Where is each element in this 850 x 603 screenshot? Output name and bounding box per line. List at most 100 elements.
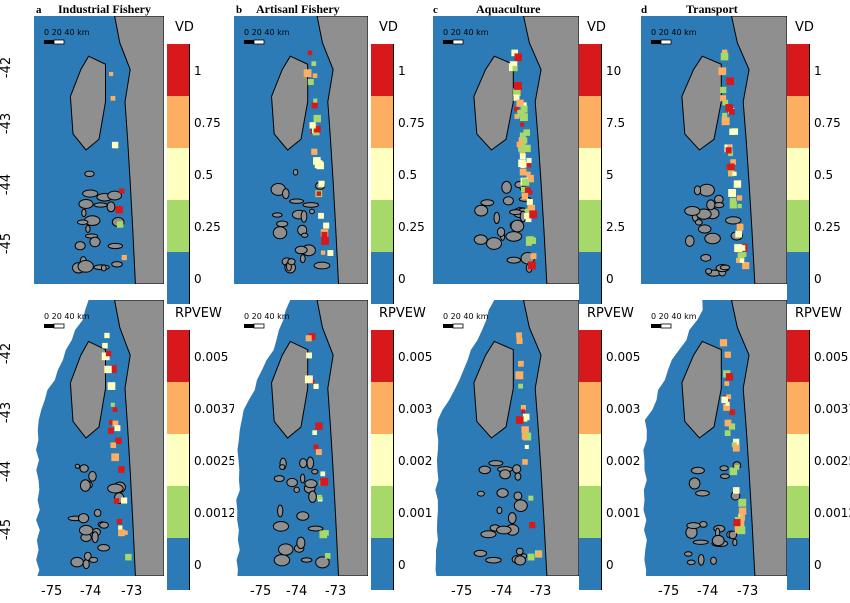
mainland-shape	[316, 300, 368, 576]
small-island	[692, 539, 709, 545]
small-island	[304, 479, 318, 489]
x-axis-label: -74	[491, 584, 513, 599]
density-cell	[323, 222, 330, 229]
legend-tick-label: 1	[398, 64, 406, 78]
density-cell	[525, 236, 532, 243]
small-island	[478, 465, 492, 475]
legend-color-swatch	[167, 330, 189, 382]
density-cell	[722, 112, 728, 119]
legend-rail	[809, 330, 810, 590]
y-axis-label: -43	[0, 401, 15, 424]
density-cell	[525, 216, 532, 223]
legend-title: RPVEW	[175, 306, 222, 321]
legend-color-swatch	[579, 96, 601, 148]
density-cell	[524, 212, 530, 219]
scale-bar-white	[53, 39, 65, 45]
small-island	[272, 520, 290, 532]
small-island	[512, 464, 522, 474]
density-cell	[119, 188, 125, 194]
mainland-shape	[731, 300, 787, 576]
scale-bar-black	[651, 40, 661, 44]
small-island	[710, 556, 717, 565]
density-cell	[729, 197, 737, 205]
density-cell	[732, 171, 737, 176]
y-axis-label: -44	[0, 173, 15, 196]
small-island	[299, 254, 306, 264]
small-island	[501, 180, 512, 194]
density-cell	[107, 382, 116, 390]
density-cell	[517, 100, 522, 105]
small-island	[111, 261, 123, 268]
density-cell	[733, 519, 741, 527]
legend-color-swatch	[787, 96, 809, 148]
legend-tick-label: 0.25	[194, 220, 221, 234]
density-cell	[729, 409, 736, 416]
density-cell	[320, 477, 329, 486]
x-axis-label: -74	[80, 584, 102, 599]
density-cell	[313, 157, 321, 165]
density-cell	[105, 350, 112, 357]
small-island	[485, 556, 502, 564]
legend-color-swatch	[371, 148, 393, 200]
density-cell	[109, 71, 114, 77]
density-cell	[739, 258, 745, 263]
map-svg	[651, 16, 787, 284]
density-cell	[735, 230, 743, 238]
density-cell	[512, 66, 518, 72]
small-island	[688, 477, 701, 490]
legend-title: RPVEW	[795, 306, 842, 321]
legend-tick-label: 0	[194, 272, 202, 286]
small-island	[299, 473, 306, 484]
scale-bar-label: 0 20 40 km	[244, 312, 290, 321]
density-cell	[516, 141, 523, 148]
legend-tick-label: 0.25	[814, 220, 841, 234]
density-cell	[736, 257, 742, 263]
small-island	[308, 490, 317, 503]
legend-rail	[809, 44, 810, 304]
legend-color-swatch	[787, 148, 809, 200]
legend-color-swatch	[579, 148, 601, 200]
density-cell	[513, 88, 521, 97]
density-cell	[733, 180, 742, 188]
small-island	[704, 232, 721, 245]
scale-bar-label: 0 20 40 km	[651, 312, 697, 321]
legend-color-swatch	[787, 538, 809, 590]
island-shape	[681, 55, 722, 151]
panel-title: Industrial Fishery	[58, 2, 152, 16]
legend-rail	[189, 330, 190, 590]
density-cell	[314, 125, 321, 133]
small-island	[698, 183, 715, 197]
legend-tick-label: 0	[606, 272, 614, 286]
density-cell	[742, 261, 750, 270]
small-island	[705, 268, 713, 275]
map-panel-b: 0 20 40 km	[234, 16, 368, 284]
panel-title: Aquaculture	[476, 2, 541, 16]
density-cell	[514, 106, 519, 112]
small-island	[493, 211, 500, 225]
legend-tick-label: 0.00125	[194, 506, 244, 520]
legend-tick-label: 0.5	[814, 168, 834, 182]
legend-color-swatch	[579, 252, 601, 304]
legend-color-swatch	[371, 96, 393, 148]
legend-color-swatch	[371, 330, 393, 382]
legend-tick-label: 10	[606, 64, 622, 78]
density-cell	[724, 381, 730, 386]
density-cell	[520, 105, 528, 113]
density-cell	[520, 143, 526, 149]
panel-title: Transport	[686, 2, 738, 16]
density-cell	[519, 168, 527, 176]
density-cell	[725, 147, 732, 154]
density-cell	[311, 102, 318, 109]
density-cell	[723, 404, 730, 411]
density-cell	[520, 404, 526, 411]
legend-color-swatch	[371, 252, 393, 304]
density-cell	[118, 525, 123, 530]
legend-title: VD	[795, 20, 814, 35]
legend-tick-label: 0.00375	[814, 402, 850, 416]
density-cell	[529, 210, 538, 219]
density-cell	[731, 128, 739, 135]
density-cell	[518, 159, 526, 168]
small-island	[719, 473, 731, 479]
map-svg	[643, 300, 787, 576]
density-cell	[724, 430, 731, 437]
